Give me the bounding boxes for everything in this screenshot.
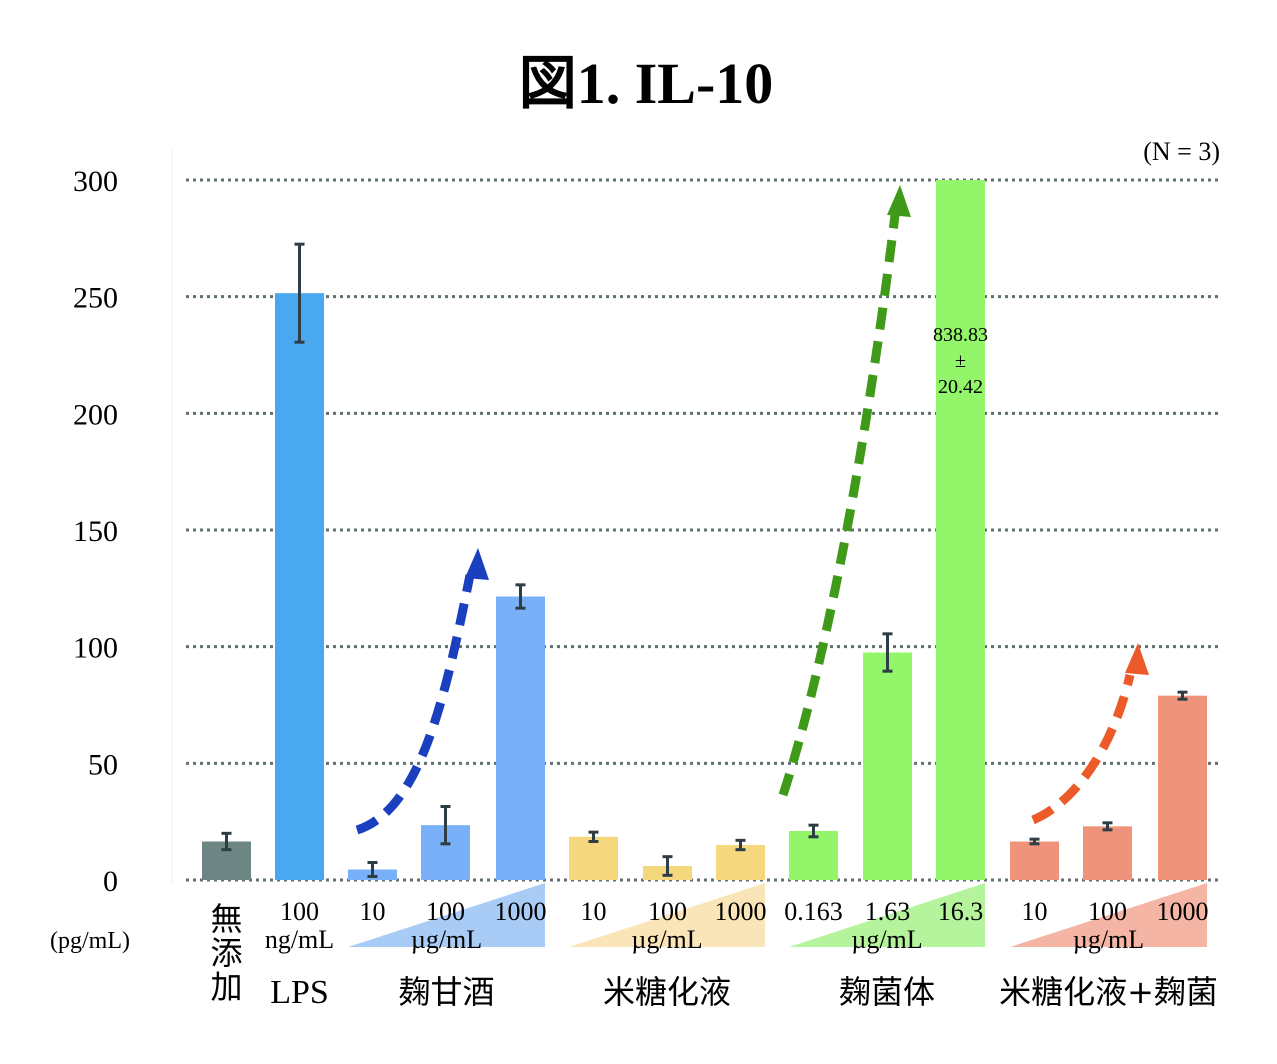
bar xyxy=(863,652,912,880)
bar xyxy=(1158,695,1207,880)
chart-title: 図1. IL-10 xyxy=(519,51,774,116)
bar xyxy=(496,596,545,880)
clipped-value-label: 20.42 xyxy=(938,376,983,398)
y-tick-label: 150 xyxy=(73,515,118,548)
x-unit-label: ng/mL xyxy=(265,925,334,954)
x-concentration-label: 100 xyxy=(1088,897,1127,926)
x-concentration-label: 10 xyxy=(581,897,607,926)
x-concentration-label: 100 xyxy=(648,897,687,926)
bar xyxy=(789,831,838,880)
concentration-gradient-triangle xyxy=(789,883,985,947)
arrow-head-icon xyxy=(887,185,911,217)
concentration-triangles xyxy=(348,883,1207,947)
x-group-label: 米糖化液 xyxy=(603,973,731,1011)
x-concentration-label: 100 xyxy=(426,897,465,926)
x-unit-label: µg/mL xyxy=(411,925,482,954)
concentration-gradient-triangle xyxy=(348,883,545,947)
clipped-value-label: ± xyxy=(955,350,966,372)
y-tick-label: 200 xyxy=(73,398,118,431)
bar xyxy=(1010,841,1059,880)
x-concentration-label: 0.163 xyxy=(784,897,843,926)
y-tick-label: 50 xyxy=(88,748,118,781)
bar xyxy=(569,836,618,880)
trend-arrow xyxy=(355,574,475,835)
trend-arrows xyxy=(355,185,1149,835)
y-axis-ticks: 0 50 100 150 200 250 300 xyxy=(73,165,118,898)
x-concentration-label: 1000 xyxy=(1157,897,1209,926)
x-unit-label: µg/mL xyxy=(631,925,702,954)
y-tick-label: 0 xyxy=(103,865,118,898)
trend-arrow xyxy=(1031,673,1135,825)
x-group-label-no-additive: 添 xyxy=(210,934,242,972)
concentration-gradient-triangle xyxy=(1010,883,1207,947)
bar xyxy=(1083,826,1132,880)
y-axis-unit: (pg/mL) xyxy=(50,928,130,954)
x-concentration-label: 1000 xyxy=(715,897,767,926)
y-tick-label: 300 xyxy=(73,165,118,198)
concentration-gradient-triangle xyxy=(569,883,765,947)
clipped-value-label: 838.83 xyxy=(933,324,988,346)
arrow-head-icon xyxy=(465,548,489,580)
x-concentration-label: 100 xyxy=(280,897,319,926)
x-group-label-no-additive: 無 xyxy=(210,900,242,938)
x-concentration-label: 10 xyxy=(360,897,386,926)
sample-size-label: (N = 3) xyxy=(1143,137,1220,166)
x-group-label: 麹甘酒 xyxy=(398,973,494,1011)
x-concentration-label: 1000 xyxy=(495,897,547,926)
bars: 838.83 ±20.42 xyxy=(202,180,1207,881)
x-concentration-label: 16.3 xyxy=(938,897,984,926)
x-concentration-label: 1.63 xyxy=(865,897,911,926)
x-group-label: 米糖化液+麹菌 xyxy=(999,973,1218,1011)
x-group-label-no-additive: 加 xyxy=(210,968,242,1006)
gridlines xyxy=(186,178,1220,882)
bar xyxy=(936,180,985,880)
x-group-label: LPS xyxy=(270,974,329,1011)
trend-arrow xyxy=(778,214,900,797)
bar xyxy=(275,293,324,881)
x-unit-label: µg/mL xyxy=(851,925,922,954)
arrow-head-icon xyxy=(1125,643,1149,675)
x-concentration-label: 10 xyxy=(1022,897,1048,926)
x-unit-label: µg/mL xyxy=(1073,925,1144,954)
y-tick-label: 100 xyxy=(73,632,118,665)
x-group-label: 麹菌体 xyxy=(839,973,935,1011)
y-tick-label: 250 xyxy=(73,282,118,315)
